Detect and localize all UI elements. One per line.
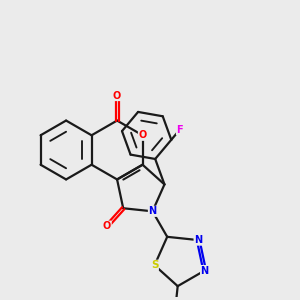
Text: O: O bbox=[103, 221, 111, 231]
Text: N: N bbox=[194, 235, 202, 245]
Text: S: S bbox=[151, 260, 158, 270]
Text: F: F bbox=[176, 124, 183, 135]
Text: O: O bbox=[113, 91, 121, 100]
Text: O: O bbox=[139, 130, 147, 140]
Text: N: N bbox=[148, 206, 157, 216]
Text: N: N bbox=[201, 266, 209, 276]
